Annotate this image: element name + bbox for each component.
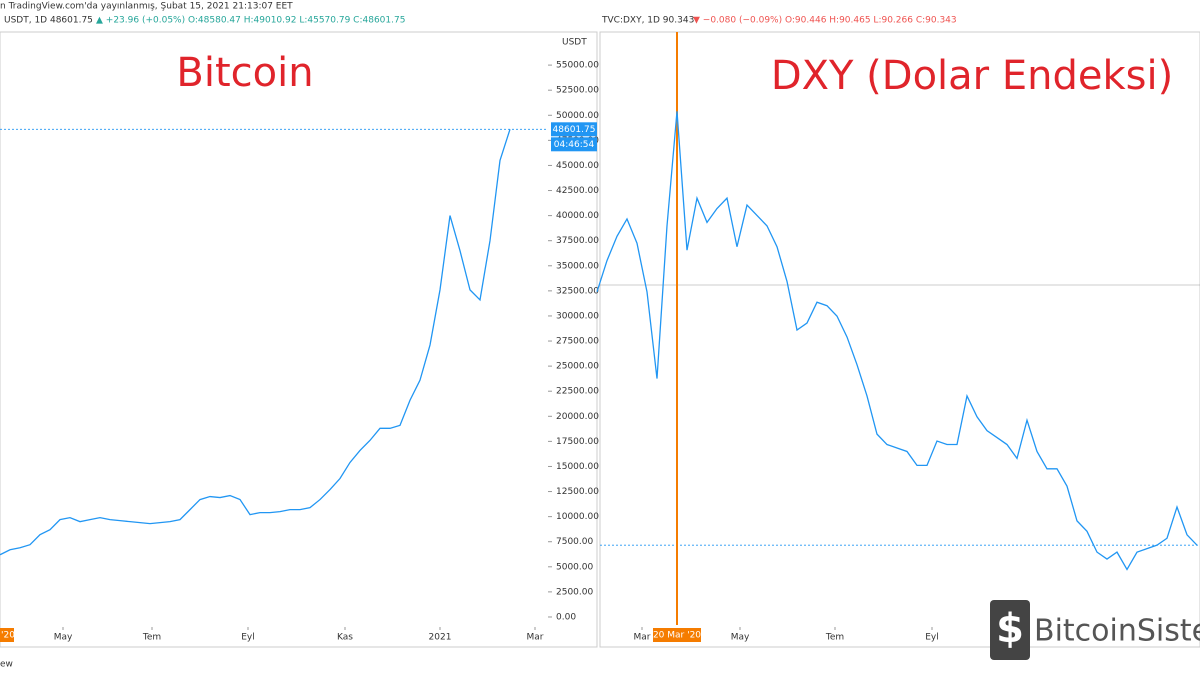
- symbol: USDT, 1D 48601.75: [4, 16, 93, 26]
- chart-title: Bitcoin: [176, 50, 313, 96]
- price-line: [0, 129, 511, 556]
- price-label: 48601.75: [553, 125, 596, 135]
- price-line: [596, 111, 1198, 571]
- unit: USDT: [562, 38, 587, 48]
- y-tick-label: 7500.00: [556, 537, 593, 547]
- event-label-box: [653, 628, 701, 642]
- y-tick-label: 12500.00: [556, 487, 599, 497]
- y-tick-label: 37500.00: [556, 236, 599, 246]
- quote: ▼ −0.080 (−0.09%) O:90.446 H:90.465 L:90…: [693, 16, 957, 26]
- symbol: TVC:DXY, 1D 90.343: [601, 16, 694, 26]
- y-tick-label: 40000.00: [556, 211, 599, 221]
- x-tick-label: Kas: [337, 633, 353, 643]
- x-tick-label: Eyl: [241, 633, 255, 643]
- quote: ▲ +23.96 (+0.05%) O:48580.47 H:49010.92 …: [96, 16, 405, 26]
- y-tick-label: 15000.00: [556, 462, 599, 472]
- y-tick-label: 27500.00: [556, 337, 599, 347]
- x-tick-label: Eyl: [925, 633, 939, 643]
- y-tick-label: 2500.00: [556, 587, 593, 597]
- y-tick-label: 22500.00: [556, 387, 599, 397]
- y-tick-label: 50000.00: [556, 111, 599, 121]
- x-tick-label: Tem: [825, 633, 844, 643]
- y-tick-label: 10000.00: [556, 512, 599, 522]
- y-tick-label: 30000.00: [556, 311, 599, 321]
- price-label-box: [551, 122, 597, 137]
- y-tick-label: 52500.00: [556, 86, 599, 96]
- y-tick-label: 0.00: [556, 612, 576, 622]
- y-tick-label: 17500.00: [556, 437, 599, 447]
- x-tick-label: May: [731, 633, 750, 643]
- y-tick-label: 20000.00: [556, 412, 599, 422]
- y-tick-label: 5000.00: [556, 562, 593, 572]
- watermark-icon: $: [996, 606, 1024, 652]
- left-panel: [0, 31, 598, 648]
- y-tick-label: 25000.00: [556, 362, 599, 372]
- chart: DXY (Dolar Endeksi) TVC:DXY, 1D 90.343▼ −…: [596, 16, 1200, 643]
- x-tick-label: 2021: [429, 633, 452, 643]
- start-label: '20: [1, 631, 15, 641]
- event-label: 20 Mar '20: [653, 631, 701, 641]
- y-tick-label: 32500.00: [556, 286, 599, 296]
- watermark-text: BitcoinSiste: [1034, 614, 1200, 649]
- y-tick-label: 35000.00: [556, 261, 599, 271]
- y-tick-label: 55000.00: [556, 61, 599, 71]
- x-tick-label: Tem: [142, 633, 161, 643]
- x-tick-label: May: [54, 633, 73, 643]
- y-tick-label: 45000.00: [556, 161, 599, 171]
- start-label-box: [0, 628, 14, 642]
- footer: ew: [0, 660, 13, 670]
- watermark: $ BitcoinSiste: [990, 600, 1200, 660]
- chart-title: DXY (Dolar Endeksi): [771, 53, 1173, 99]
- x-tick-label: Mar: [634, 633, 651, 643]
- right-panel: [599, 31, 1200, 648]
- countdown-box: [551, 137, 597, 152]
- header: n TradingView.com'da yayınlanmış, Şubat …: [0, 2, 293, 12]
- chart: Bitcoin USDT, 1D 48601.75 ▲ +23.96 (+0.05%…: [0, 16, 599, 643]
- countdown: 04:46:54: [554, 140, 595, 150]
- y-tick-label: 42500.00: [556, 186, 599, 196]
- watermark-logo: [990, 600, 1030, 660]
- x-tick-label: Mar: [527, 633, 544, 643]
